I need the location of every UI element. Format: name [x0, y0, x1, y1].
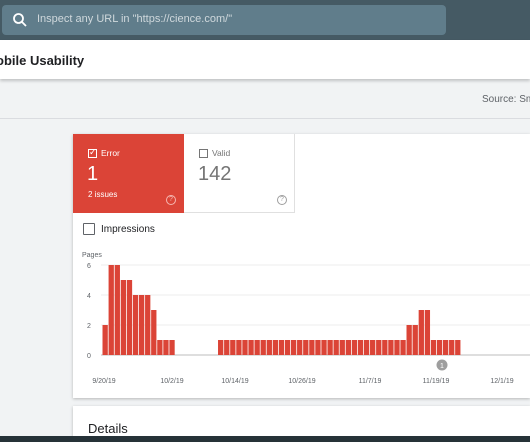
bar[interactable] — [248, 340, 254, 355]
bar[interactable] — [126, 280, 133, 355]
bar[interactable] — [272, 340, 279, 355]
valid-tile[interactable]: Valid 142 ? — [184, 134, 295, 213]
bar[interactable] — [370, 340, 376, 355]
pages-chart: Pages 0 2 4 6 1 9/20/19 10/2/19 10/14/19 10/26/19… — [82, 252, 530, 385]
x-tick-label: 11/7/19 — [359, 378, 382, 385]
y-tick-label: 4 — [87, 293, 91, 300]
bar[interactable] — [442, 340, 449, 355]
bar[interactable] — [315, 340, 321, 355]
bar[interactable] — [327, 340, 333, 355]
bar[interactable] — [351, 340, 358, 355]
bar[interactable] — [376, 340, 382, 355]
bar[interactable] — [157, 340, 163, 355]
bar[interactable] — [303, 340, 309, 355]
bar[interactable] — [357, 340, 364, 355]
error-count: 1 — [87, 163, 99, 185]
bar[interactable] — [132, 295, 139, 355]
bar[interactable] — [394, 340, 400, 355]
bar[interactable] — [236, 340, 242, 355]
bar[interactable] — [436, 340, 443, 355]
valid-label: Valid — [212, 148, 231, 158]
bar[interactable] — [388, 340, 394, 355]
bar[interactable] — [260, 340, 266, 355]
error-tile[interactable]: Error 1 2 issues ? — [73, 134, 184, 213]
impressions-label: Impressions — [101, 224, 155, 235]
bar[interactable] — [309, 340, 315, 355]
bar[interactable] — [224, 340, 230, 355]
x-tick-label: 9/20/19 — [92, 378, 115, 385]
search-icon — [13, 13, 27, 27]
x-tick-label: 10/14/19 — [221, 378, 248, 385]
bar[interactable] — [218, 340, 224, 355]
bar[interactable] — [418, 310, 424, 355]
annotation-label: 1 — [440, 363, 444, 370]
y-tick-label: 0 — [87, 353, 91, 360]
bar[interactable] — [266, 340, 272, 355]
bar[interactable] — [254, 340, 260, 355]
valid-checkbox[interactable] — [199, 149, 208, 158]
bar[interactable] — [455, 340, 461, 355]
bar[interactable] — [102, 325, 108, 355]
bar[interactable] — [169, 340, 175, 355]
y-tick-label: 2 — [87, 323, 91, 330]
bar[interactable] — [120, 280, 127, 355]
bar[interactable] — [382, 340, 388, 355]
bar[interactable] — [430, 340, 437, 355]
bar[interactable] — [363, 340, 370, 355]
bottom-strip — [0, 436, 530, 442]
bar[interactable] — [242, 340, 248, 355]
bar[interactable] — [412, 325, 418, 355]
bar[interactable] — [284, 340, 291, 355]
bar[interactable] — [138, 295, 145, 355]
bar[interactable] — [400, 340, 406, 355]
error-label: Error — [101, 148, 120, 158]
y-tick-label: 6 — [87, 263, 91, 270]
help-icon[interactable]: ? — [166, 195, 176, 205]
y-axis-label: Pages — [82, 252, 102, 259]
help-icon[interactable]: ? — [277, 195, 287, 205]
page-header: obile Usability — [0, 40, 530, 79]
bar[interactable] — [114, 265, 120, 355]
details-title: Details — [88, 421, 128, 436]
bar[interactable] — [424, 310, 431, 355]
error-issues: 2 issues — [88, 190, 118, 199]
bar[interactable] — [297, 340, 303, 355]
error-checkbox[interactable] — [88, 147, 97, 158]
url-inspection-search[interactable]: Inspect any URL in "https://cience.com/" — [2, 5, 446, 35]
page-title: obile Usability — [0, 53, 85, 68]
bar[interactable] — [333, 340, 339, 355]
x-tick-label: 10/2/19 — [160, 378, 183, 385]
source-label: Source: Sm — [482, 94, 530, 105]
summary-card: Error 1 2 issues ? Valid 142 ? Impressio… — [73, 134, 530, 398]
valid-count: 142 — [198, 163, 232, 185]
filter-bar: Source: Sm — [0, 83, 530, 119]
x-tick-label: 10/26/19 — [288, 378, 315, 385]
bar[interactable] — [278, 340, 285, 355]
search-placeholder[interactable]: Inspect any URL in "https://cience.com/" — [37, 13, 233, 25]
x-tick-label: 11/19/19 — [423, 378, 450, 385]
bar[interactable] — [163, 340, 169, 355]
bar[interactable] — [290, 340, 297, 355]
x-tick-label: 12/1/19 — [490, 378, 513, 385]
bar[interactable] — [339, 340, 345, 355]
bar[interactable] — [406, 325, 412, 355]
bar[interactable] — [151, 310, 157, 355]
bar[interactable] — [230, 340, 236, 355]
impressions-checkbox[interactable] — [83, 223, 95, 235]
bar[interactable] — [145, 295, 151, 355]
annotation-marker[interactable] — [436, 359, 448, 371]
bar[interactable] — [321, 340, 327, 355]
bar[interactable] — [108, 265, 114, 355]
top-app-bar: Inspect any URL in "https://cience.com/" — [0, 0, 530, 40]
bar[interactable] — [345, 340, 351, 355]
bar[interactable] — [449, 340, 455, 355]
